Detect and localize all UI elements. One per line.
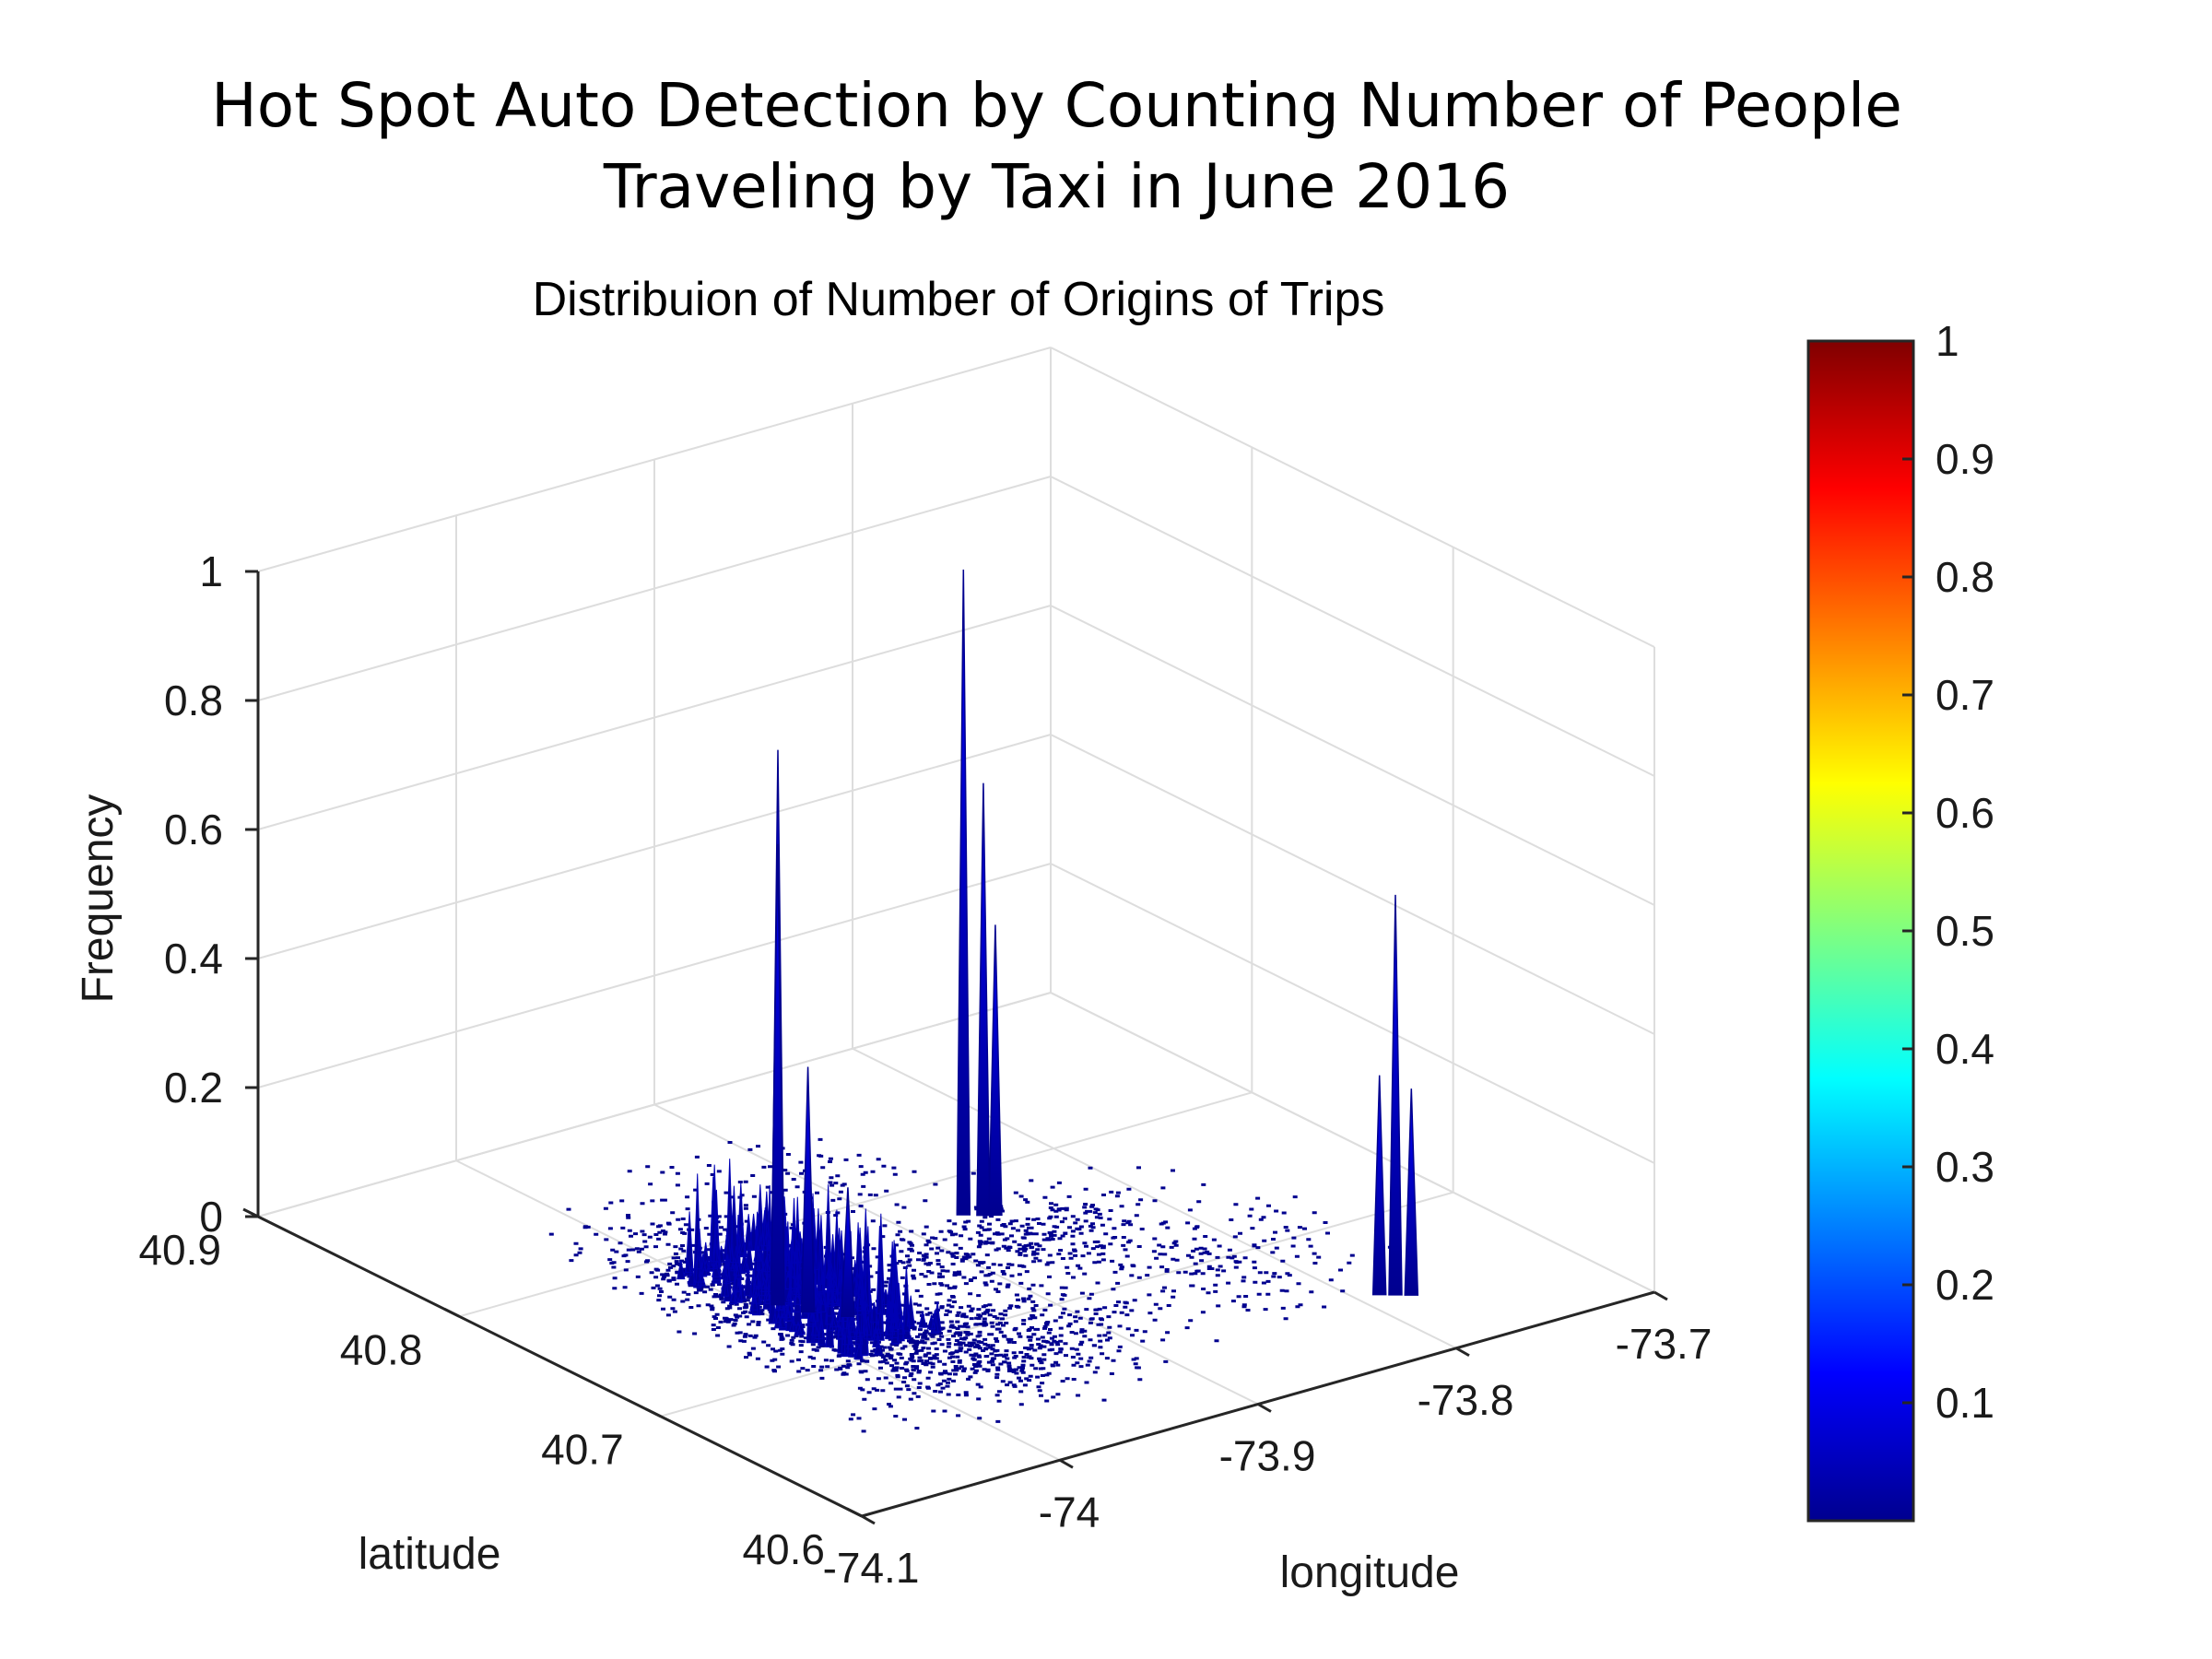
x-tick (1653, 1290, 1668, 1301)
colorbar-tick-label: 0.9 (1936, 435, 1994, 483)
side-wall-gridline (1050, 605, 1655, 906)
z-tick-label: 0.6 (164, 806, 223, 853)
y-axis-line (257, 1215, 863, 1518)
z-tick-label: 0.2 (164, 1064, 223, 1112)
x-tick (1059, 1458, 1074, 1469)
back-wall-gridline (257, 863, 1052, 1088)
x-tick (1455, 1347, 1470, 1358)
y-tick-label: 40.6 (742, 1525, 825, 1573)
colorbar-tick-label: 0.2 (1936, 1261, 1994, 1309)
floor-gridline (852, 1047, 1457, 1349)
x-tick-label: -73.7 (1616, 1320, 1712, 1368)
z-tick-label: 0 (199, 1193, 223, 1241)
z-tick-label: 0.8 (164, 677, 223, 724)
colorbar-tick-label: 0.7 (1936, 671, 1994, 719)
surface-peak (1404, 1088, 1419, 1296)
x-tick-label: -74 (1039, 1488, 1100, 1535)
y-tick (644, 1407, 662, 1418)
figure-title-line-2: Traveling by Taxi in June 2016 (603, 151, 1511, 222)
colorbar-gradient (1806, 339, 1915, 1523)
surface-peak (976, 782, 991, 1217)
x-tick-label: -73.8 (1418, 1376, 1514, 1424)
z-tick-label: 0.4 (164, 935, 223, 982)
tick-labels: -74.1-74-73.9-73.8-73.740.640.740.840.90… (138, 547, 1712, 1592)
surface-peak (1371, 1075, 1387, 1296)
y-tick-label: 40.9 (138, 1226, 221, 1274)
x-axis-label: longitude (1280, 1548, 1460, 1597)
y-tick (846, 1507, 863, 1518)
colorbar-tick-label: 0.1 (1936, 1379, 1994, 1427)
surface-peak (1388, 894, 1403, 1296)
x-tick (1257, 1403, 1272, 1413)
surface-peak (841, 1187, 855, 1317)
surface-peak (800, 1066, 816, 1313)
back-wall-gridline (257, 992, 1052, 1218)
colorbar-tick-label: 1 (1936, 317, 1959, 365)
surface-data (548, 569, 1419, 1433)
colorbar-ticks: 0.1 0.2 0.3 0.4 0.5 0.6 0.7 0.8 0.9 1 (1902, 317, 1994, 1427)
colorbar-tick-label: 0.4 (1936, 1025, 1994, 1073)
surface-peak (988, 924, 1003, 1217)
chart-subtitle: Distribuion of Number of Origins of Trip… (533, 273, 1385, 326)
colorbar-tick-label: 0.5 (1936, 907, 1994, 955)
side-wall-gridline (1050, 734, 1655, 1035)
side-wall-gridline (1050, 476, 1655, 777)
surface-footprint (548, 1137, 1398, 1433)
colorbar-tick-label: 0.6 (1936, 789, 1994, 837)
x-tick-label: -74.1 (823, 1544, 920, 1592)
colorbar-tick-label: 0.8 (1936, 553, 1994, 601)
back-wall-gridline (257, 347, 1052, 572)
surface-peak (956, 569, 971, 1216)
back-wall-gridline (257, 476, 1052, 701)
x-tick-label: -73.9 (1219, 1432, 1316, 1480)
colorbar: 0.1 0.2 0.3 0.4 0.5 0.6 0.7 0.8 0.9 1 (1806, 317, 1994, 1523)
y-tick-label: 40.8 (340, 1325, 423, 1373)
axes (242, 570, 1668, 1525)
y-tick (443, 1307, 461, 1318)
side-wall-gridline (1050, 992, 1655, 1293)
y-axis-label: latitude (359, 1530, 501, 1579)
surface-peak (770, 843, 785, 1290)
back-wall-gridline (257, 605, 1052, 830)
side-wall-gridline (1050, 863, 1655, 1164)
floor-gridline (459, 1091, 1253, 1318)
floor-gridline (660, 1191, 1453, 1418)
back-wall-gridline (257, 734, 1052, 959)
colorbar-tick-label: 0.3 (1936, 1143, 1994, 1191)
side-wall-gridline (1050, 347, 1655, 648)
z-tick-label: 1 (199, 547, 223, 595)
figure-title-line-1: Hot Spot Auto Detection by Counting Numb… (211, 70, 1902, 141)
z-axis-label: Frequency (74, 794, 123, 1004)
y-tick-label: 40.7 (541, 1426, 624, 1474)
x-tick (861, 1514, 876, 1525)
